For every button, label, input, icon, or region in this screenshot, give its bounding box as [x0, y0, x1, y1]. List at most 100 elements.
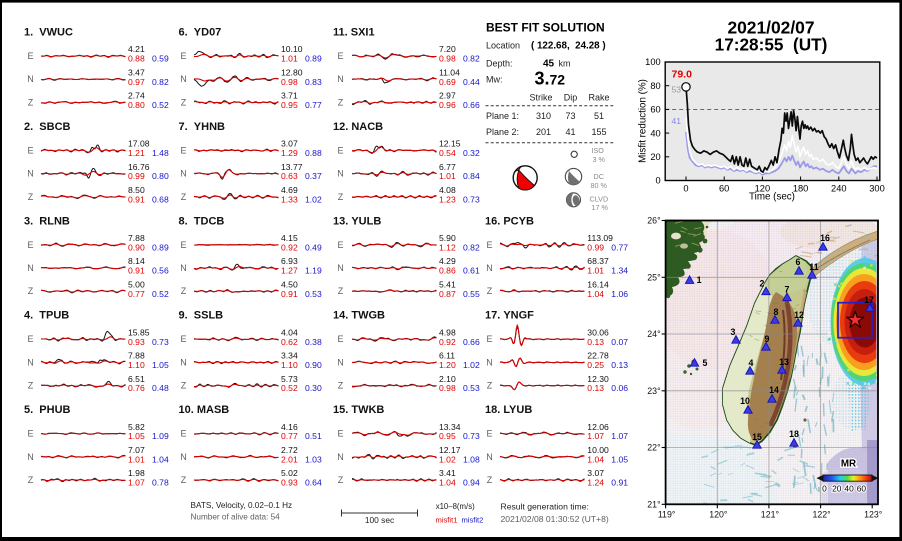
svg-text:1.07: 1.07: [611, 431, 628, 441]
svg-text:0.97: 0.97: [128, 77, 145, 87]
svg-text:4.21: 4.21: [128, 44, 145, 54]
svg-text:13.34: 13.34: [439, 422, 461, 432]
svg-text:4.69: 4.69: [281, 185, 298, 195]
svg-text:2.74: 2.74: [128, 91, 145, 101]
svg-text:0.52: 0.52: [152, 100, 169, 110]
svg-text:BATS, Velocity, 0.02–0.1 Hz: BATS, Velocity, 0.02–0.1 Hz: [191, 501, 293, 510]
svg-text:0.89: 0.89: [305, 54, 322, 64]
svg-text:0.91: 0.91: [281, 289, 298, 299]
svg-text:0.44: 0.44: [463, 77, 480, 87]
svg-text:N: N: [180, 263, 187, 273]
svg-text:N: N: [180, 169, 187, 179]
svg-text:E: E: [337, 145, 343, 155]
svg-text:4.15: 4.15: [281, 233, 298, 243]
svg-text:5. PHUB: 5. PHUB: [24, 404, 71, 416]
svg-text:1.06: 1.06: [611, 289, 628, 299]
svg-text:4: 4: [749, 358, 754, 368]
svg-text:12.06: 12.06: [587, 422, 609, 432]
svg-text:Z: Z: [338, 97, 344, 107]
svg-text:Misfit reduction (%): Misfit reduction (%): [638, 79, 649, 163]
svg-text:0: 0: [656, 176, 661, 186]
svg-text:121°: 121°: [761, 510, 779, 520]
svg-text:Z: Z: [181, 381, 187, 391]
svg-text:0.37: 0.37: [305, 171, 322, 181]
svg-text:0.76: 0.76: [128, 383, 145, 393]
svg-text:1.10: 1.10: [128, 360, 145, 370]
svg-text:12: 12: [794, 310, 804, 320]
svg-text:0.68: 0.68: [152, 194, 169, 204]
svg-text:13: 13: [779, 357, 789, 367]
svg-text:0.82: 0.82: [463, 54, 480, 64]
svg-text:0.77: 0.77: [611, 242, 628, 252]
svg-text:0.69: 0.69: [439, 77, 456, 87]
svg-text:18: 18: [789, 429, 799, 439]
svg-text:1.19: 1.19: [305, 266, 322, 276]
svg-text:Z: Z: [338, 381, 344, 391]
svg-text:1.05: 1.05: [611, 454, 628, 464]
svg-text:5: 5: [703, 358, 708, 368]
svg-text:119°: 119°: [658, 510, 676, 520]
svg-text:2: 2: [760, 279, 765, 289]
svg-text:8. TDCB: 8. TDCB: [179, 215, 225, 227]
svg-text:6: 6: [796, 257, 801, 267]
svg-text:22°: 22°: [647, 443, 660, 453]
svg-text:14. TWGB: 14. TWGB: [333, 310, 385, 322]
svg-text:MR: MR: [841, 459, 856, 470]
svg-text:0.80: 0.80: [152, 171, 169, 181]
svg-text:0.98: 0.98: [281, 77, 298, 87]
svg-text:3. RLNB: 3. RLNB: [24, 215, 70, 227]
svg-text:155: 155: [591, 127, 606, 137]
svg-text:E: E: [180, 334, 186, 344]
svg-text:0.83: 0.83: [305, 77, 322, 87]
svg-text:Z: Z: [487, 286, 493, 296]
svg-text:km: km: [559, 59, 571, 69]
svg-text:6.93: 6.93: [281, 256, 298, 266]
svg-text:1.48: 1.48: [152, 148, 169, 158]
svg-text:0.63: 0.63: [281, 171, 298, 181]
svg-text:53: 53: [672, 85, 682, 95]
svg-text:21°: 21°: [647, 500, 660, 510]
svg-text:11: 11: [809, 262, 818, 272]
svg-text:100 sec: 100 sec: [365, 515, 394, 525]
svg-text:0.59: 0.59: [152, 54, 169, 64]
svg-text:14: 14: [769, 385, 779, 395]
svg-text:E: E: [180, 240, 186, 250]
svg-text:0.90: 0.90: [128, 242, 145, 252]
svg-text:N: N: [337, 263, 344, 273]
svg-text:0.13: 0.13: [587, 383, 604, 393]
svg-text:0.52: 0.52: [152, 289, 169, 299]
svg-text:1.04: 1.04: [439, 478, 456, 488]
svg-text:16.76: 16.76: [128, 162, 150, 172]
svg-text:180: 180: [793, 184, 809, 194]
svg-text:1.05: 1.05: [128, 431, 145, 441]
svg-text:0.53: 0.53: [463, 383, 480, 393]
svg-text:E: E: [337, 240, 343, 250]
svg-text:Z: Z: [28, 475, 34, 485]
svg-text:E: E: [180, 429, 186, 439]
svg-text:0.77: 0.77: [281, 431, 298, 441]
svg-text:N: N: [486, 452, 493, 462]
svg-text:0.73: 0.73: [152, 337, 169, 347]
svg-text:N: N: [27, 357, 34, 367]
svg-text:300: 300: [869, 184, 885, 194]
svg-text:6.77: 6.77: [439, 162, 456, 172]
svg-text:0.66: 0.66: [463, 100, 480, 110]
svg-text:7: 7: [785, 285, 790, 295]
svg-text:12.30: 12.30: [587, 374, 609, 384]
svg-text:E: E: [27, 51, 33, 61]
svg-text:1.09: 1.09: [152, 431, 169, 441]
svg-text:18. LYUB: 18. LYUB: [485, 404, 532, 416]
svg-text:40: 40: [844, 484, 854, 494]
svg-text:Z: Z: [28, 192, 34, 202]
svg-text:100: 100: [645, 57, 661, 67]
svg-text:Z: Z: [28, 286, 34, 296]
svg-text:0.99: 0.99: [128, 171, 145, 181]
svg-text:45: 45: [543, 59, 555, 70]
svg-text:BEST FIT SOLUTION: BEST FIT SOLUTION: [486, 21, 605, 35]
svg-text:1.10: 1.10: [281, 360, 298, 370]
svg-text:8.50: 8.50: [128, 185, 145, 195]
svg-text:0.32: 0.32: [463, 148, 480, 158]
svg-text:1. VWUC: 1. VWUC: [24, 27, 73, 39]
svg-text:4. TPUB: 4. TPUB: [24, 310, 69, 322]
